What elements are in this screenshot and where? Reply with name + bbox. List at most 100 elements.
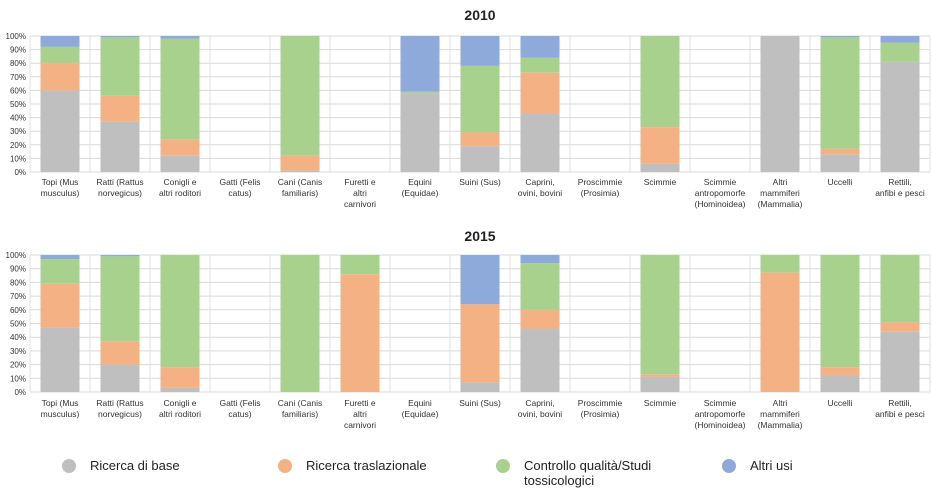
bar-segment <box>100 95 140 122</box>
legend-swatch-icon <box>278 459 292 473</box>
bar-segment <box>640 255 680 375</box>
x-tick-label: Scimmie <box>644 177 677 187</box>
bar-segment <box>760 272 800 392</box>
legend-item-controllo-qualita: Controllo qualità/Studi tossicologici <box>496 458 696 488</box>
bar-segment <box>820 148 860 155</box>
y-tick-label: 90% <box>10 265 26 274</box>
bar-segment <box>160 36 200 39</box>
bar-segment <box>520 113 560 172</box>
bar-segment <box>640 36 680 128</box>
bar-segment <box>760 255 800 273</box>
y-tick-label: 60% <box>10 306 26 315</box>
bar-segment <box>160 255 200 368</box>
y-tick-label: 20% <box>10 141 26 150</box>
bar-segment <box>640 376 680 392</box>
y-tick-label: 20% <box>10 361 26 370</box>
bar-segment <box>460 255 500 305</box>
bar-segment <box>280 170 320 172</box>
y-tick-label: 10% <box>10 374 26 383</box>
bar-segment <box>400 91 440 94</box>
bar-segment <box>460 65 500 133</box>
bar-segment <box>160 387 200 392</box>
x-tick-label: Ratti (Rattus norvegicus) <box>96 177 143 198</box>
bar-segment <box>100 36 140 38</box>
y-tick-label: 80% <box>10 278 26 287</box>
x-tick-label: Suini (Sus) <box>459 177 501 187</box>
bar-segment <box>640 374 680 377</box>
bar-segment <box>460 36 500 66</box>
bar-segment <box>880 255 920 323</box>
x-tick-label: Conigli e altri roditori <box>159 398 201 419</box>
bar-segment <box>520 255 560 264</box>
bar-segment <box>100 364 140 392</box>
bar-segment <box>40 327 80 392</box>
bar-segment <box>100 37 140 96</box>
x-tick-label: Furetti e altri carnivori <box>344 398 376 430</box>
bar-segment <box>820 154 860 172</box>
chart-title: 2015 <box>464 228 495 244</box>
bar-segment <box>160 367 200 388</box>
legend-label: Ricerca traslazionale <box>306 458 427 473</box>
bar-segment <box>520 36 560 58</box>
y-tick-label: 50% <box>10 320 26 329</box>
x-tick-label: Proscimmie (Prosimia) <box>578 398 623 419</box>
y-tick-label: 100% <box>6 32 26 41</box>
bar-segment <box>460 304 500 383</box>
x-tick-label: Cani (Canis familiaris) <box>278 398 322 419</box>
legend-item-ricerca-di-base: Ricerca di base <box>62 458 180 473</box>
x-tick-label: Scimmie antropomorfe (Hominoidea) <box>694 398 745 430</box>
x-tick-label: Gatti (Felis catus) <box>219 398 260 419</box>
x-tick-label: Topi (Mus musculus) <box>41 177 80 198</box>
bar-segment <box>40 283 80 328</box>
x-tick-label: Equini (Equidae) <box>402 398 439 419</box>
bar-segment <box>520 309 560 329</box>
y-tick-label: 40% <box>10 114 26 123</box>
x-tick-label: Altri mammiferi (Mammalia) <box>758 398 803 430</box>
bar-segment <box>280 36 320 156</box>
bar-segment <box>40 46 80 64</box>
bar-segment <box>460 382 500 392</box>
bar-segment <box>760 36 800 172</box>
bar-segment <box>460 146 500 172</box>
x-tick-label: Gatti (Felis catus) <box>219 177 260 198</box>
y-tick-label: 0% <box>14 388 26 397</box>
y-tick-label: 30% <box>10 347 26 356</box>
bar-segment <box>520 72 560 114</box>
x-tick-label: Rettili, anfibi e pesci <box>875 398 925 419</box>
bar-segment <box>520 57 560 73</box>
x-tick-label: Caprini, ovini, bovini <box>518 177 563 198</box>
bar-segment <box>640 127 680 164</box>
legend-swatch-icon <box>496 459 510 473</box>
y-tick-label: 100% <box>6 251 26 260</box>
bar-segment <box>160 139 200 156</box>
bar-segment <box>460 132 500 147</box>
bar-segment <box>160 155 200 172</box>
x-tick-label: Topi (Mus musculus) <box>41 398 80 419</box>
y-tick-label: 0% <box>14 168 26 177</box>
y-tick-label: 50% <box>10 100 26 109</box>
legend: Ricerca di base Ricerca traslazionale Co… <box>0 450 932 496</box>
y-tick-label: 40% <box>10 333 26 342</box>
x-tick-label: Rettili, anfibi e pesci <box>875 177 925 198</box>
legend-item-altri-usi: Altri usi <box>722 458 793 473</box>
bar-segment <box>640 163 680 172</box>
x-tick-label: Uccelli <box>827 177 852 187</box>
bar-segment <box>820 36 860 38</box>
legend-item-ricerca-traslazionale: Ricerca traslazionale <box>278 458 427 473</box>
chart-title: 2010 <box>464 7 495 23</box>
bar-segment <box>880 42 920 62</box>
x-tick-label: Scimmie antropomorfe (Hominoidea) <box>694 177 745 209</box>
x-tick-label: Caprini, ovini, bovini <box>518 398 563 419</box>
y-tick-label: 30% <box>10 127 26 136</box>
stacked-bar-charts: 2010 0% 10% 20% 30% 40% 50% 60% 70% 80% 90% 100% Top… <box>6 7 931 430</box>
x-tick-label: Equini (Equidae) <box>402 177 439 198</box>
bar-segment <box>340 255 380 275</box>
bar-segment <box>280 155 320 171</box>
bar-segment <box>880 331 920 392</box>
bar-segment <box>280 255 320 392</box>
bar-segment <box>520 263 560 310</box>
bar-segment <box>100 121 140 172</box>
x-tick-label: Suini (Sus) <box>459 398 501 408</box>
bar-segment <box>40 259 80 284</box>
y-tick-label: 80% <box>10 59 26 68</box>
